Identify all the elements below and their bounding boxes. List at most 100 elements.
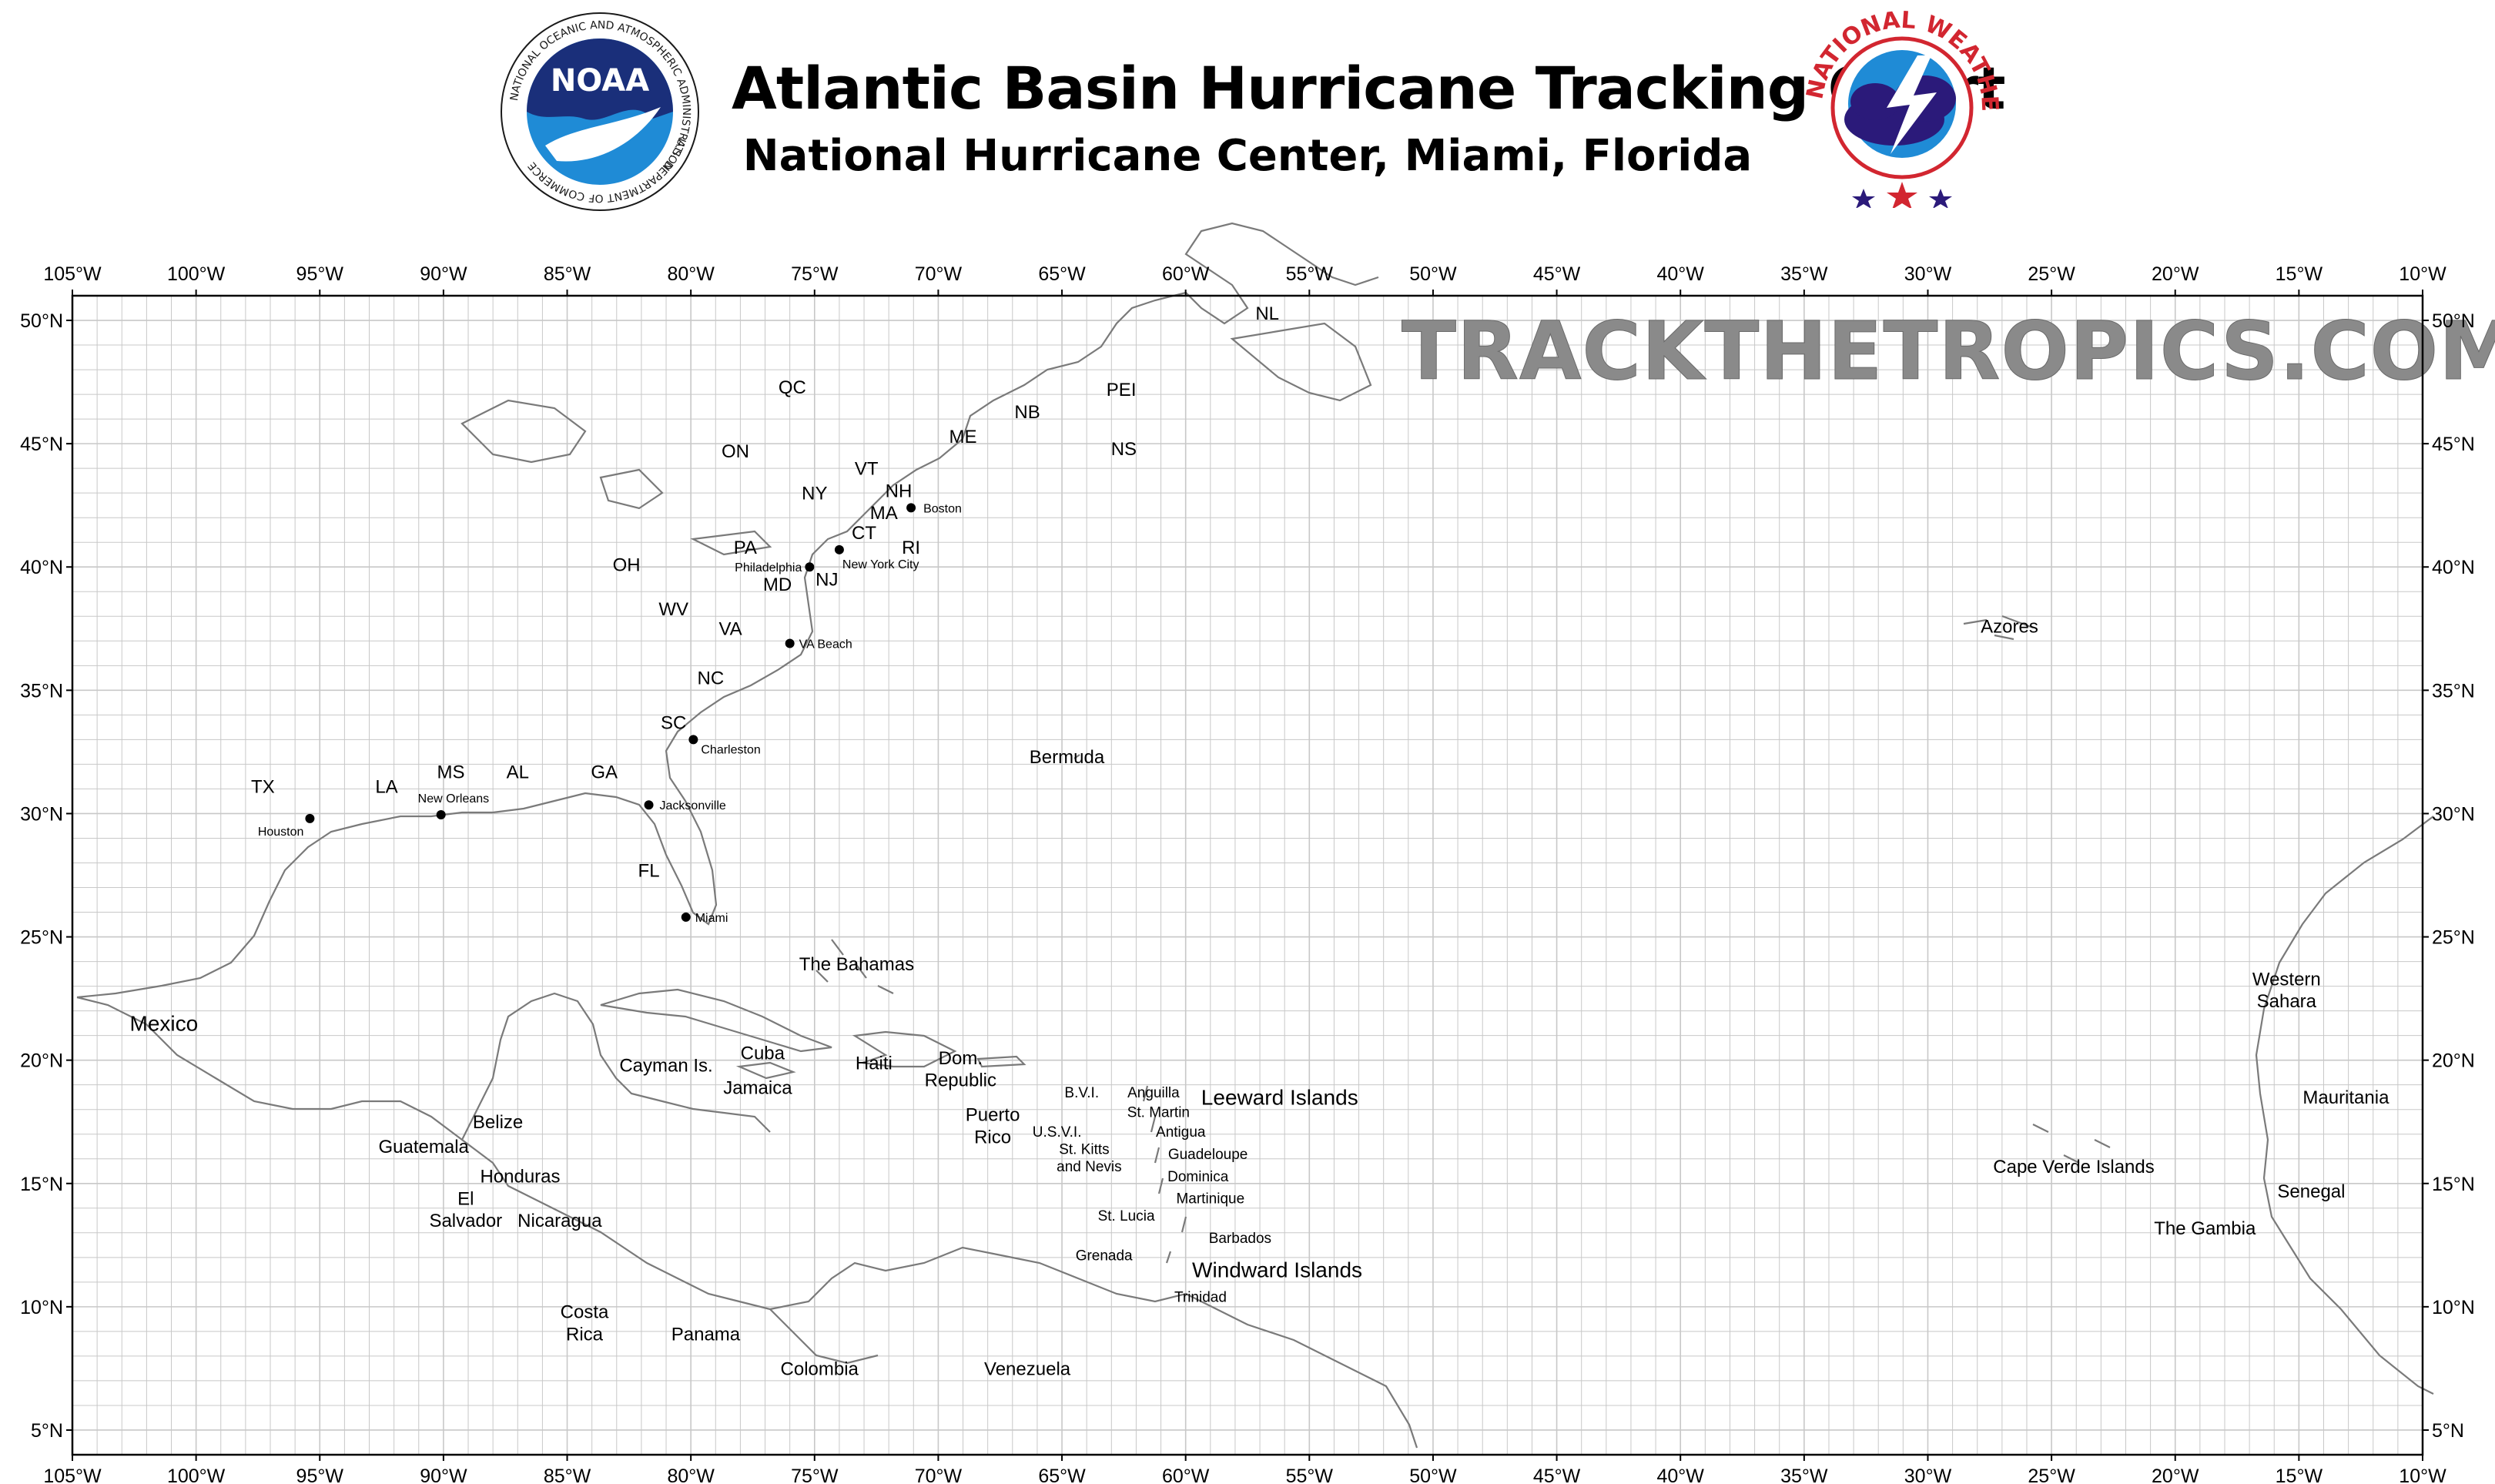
lon-tick-label-bottom: 90°W <box>420 1466 467 1484</box>
place-label: The Gambia <box>2154 1218 2256 1239</box>
lat-tick-label-right: 40°N <box>2432 557 2475 578</box>
state-label: RI <box>902 538 920 558</box>
lon-tick-label-top: 75°W <box>791 263 839 285</box>
lon-tick-label-top: 105°W <box>43 263 102 285</box>
north-america-coast <box>76 996 879 1365</box>
nws-logo-icon: NATIONAL WEATHER SERVICE <box>1802 8 2002 208</box>
lon-tick-label-bottom: 60°W <box>1162 1466 1210 1484</box>
lat-tick-label-left: 15°N <box>20 1174 63 1195</box>
lesser-antilles <box>1142 1085 1187 1264</box>
place-label: Cayman Is. <box>619 1055 712 1076</box>
lon-tick-label-top: 100°W <box>167 263 226 285</box>
state-label: GA <box>591 762 618 782</box>
jamaica-island <box>735 1061 796 1080</box>
state-label: MA <box>870 503 898 524</box>
lat-tick-label-left: 25°N <box>20 927 63 949</box>
noaa-center-text: NOAA <box>551 63 649 99</box>
island-label: Martinique <box>1176 1191 1244 1208</box>
place-label: Western <box>2252 969 2321 990</box>
island-label: Antigua <box>1156 1124 1206 1141</box>
place-label: Mauritania <box>2302 1087 2390 1108</box>
state-label: MS <box>437 762 465 782</box>
lat-lon-grid <box>72 295 2423 1456</box>
city-label: New Orleans <box>418 792 489 806</box>
place-label: Cape Verde Islands <box>1993 1157 2154 1177</box>
lat-tick-label-right: 15°N <box>2432 1174 2475 1195</box>
lat-tick-label-left: 50°N <box>20 310 63 332</box>
state-label: PEI <box>1107 380 1137 400</box>
lat-tick-label-left: 35°N <box>20 680 63 702</box>
gulf-coast <box>76 515 863 999</box>
state-label: VT <box>855 459 879 480</box>
watermark: TRACKTHETROPICS.COM <box>1402 304 2495 399</box>
city-dot <box>906 503 916 513</box>
place-label: Nicaragua <box>517 1211 602 1231</box>
lon-tick-label-bottom: 70°W <box>915 1466 963 1484</box>
lat-tick-label-right: 5°N <box>2432 1420 2464 1442</box>
lon-tick-label-bottom: 55°W <box>1286 1466 1334 1484</box>
island-label: and Nevis <box>1057 1159 1122 1175</box>
lat-tick-label-right: 45°N <box>2432 434 2475 455</box>
lon-tick-label-top: 25°W <box>2028 263 2075 285</box>
lat-tick-label-right: 25°N <box>2432 927 2475 949</box>
place-label: Rica <box>566 1324 604 1345</box>
lon-tick-label-top: 20°W <box>2152 263 2199 285</box>
city-label: Houston <box>258 826 304 839</box>
lon-tick-label-top: 10°W <box>2399 263 2446 285</box>
place-label: Honduras <box>480 1167 560 1188</box>
lon-tick-label-top: 65°W <box>1038 263 1086 285</box>
lon-tick-label-bottom: 15°W <box>2276 1466 2323 1484</box>
place-label: Republic <box>925 1070 996 1091</box>
lon-tick-label-bottom: 30°W <box>1904 1466 1952 1484</box>
lat-tick-label-right: 30°N <box>2432 803 2475 825</box>
place-label: Jamaica <box>723 1077 792 1098</box>
state-label: TX <box>251 777 275 798</box>
state-label: LA <box>375 777 397 798</box>
noaa-logo-icon: NOAA NATIONAL OCEANIC AND ATMOSPHERIC AD… <box>501 12 699 211</box>
place-label: Haiti <box>856 1053 893 1074</box>
lat-tick-label-left: 10°N <box>20 1297 63 1318</box>
city-dot <box>681 912 691 922</box>
lat-tick-label-left: 5°N <box>31 1420 63 1442</box>
watermark-text: TRACKTHETROPICS.COM <box>1402 304 2495 398</box>
cuba-island <box>600 988 832 1053</box>
lon-tick-label-top: 15°W <box>2276 263 2323 285</box>
state-label: ON <box>722 441 749 462</box>
state-label: NB <box>1014 402 1040 423</box>
state-label: OH <box>613 554 641 575</box>
city-dot <box>688 735 698 745</box>
place-label: Sahara <box>2257 991 2317 1012</box>
state-label: PA <box>734 538 757 558</box>
island-label: Dominica <box>1167 1169 1229 1185</box>
cape-verde-islands <box>2032 1124 2111 1164</box>
island-label: Guadeloupe <box>1168 1147 1248 1163</box>
state-label: NL <box>1255 303 1279 324</box>
state-label: NS <box>1111 439 1137 460</box>
place-label: Azores <box>1981 616 2038 637</box>
state-label: NH <box>886 481 913 501</box>
axes: 105°W 105°W 100°W 100°W 95°W 95°W 90°W 90°W 85°W… <box>20 263 2475 1484</box>
city-dot <box>805 562 815 572</box>
lon-tick-label-bottom: 75°W <box>791 1466 839 1484</box>
lon-tick-label-top: 85°W <box>544 263 591 285</box>
island-label: St. Kitts <box>1059 1142 1109 1158</box>
chart-header: NOAA NATIONAL OCEANIC AND ATMOSPHERIC AD… <box>0 0 2495 231</box>
place-label: Guatemala <box>378 1137 469 1157</box>
state-label: AL <box>507 762 529 782</box>
lon-tick-label-bottom: 25°W <box>2028 1466 2075 1484</box>
island-label: St. Martin <box>1127 1105 1190 1121</box>
page-subtitle: National Hurricane Center, Miami, Florid… <box>742 131 1753 181</box>
lat-tick-label-right: 20°N <box>2432 1050 2475 1072</box>
island-label: B.V.I. <box>1064 1085 1099 1101</box>
lon-tick-label-top: 80°W <box>667 263 715 285</box>
city-dot <box>834 544 844 554</box>
lon-tick-label-top: 50°W <box>1409 263 1457 285</box>
lon-tick-label-top: 40°W <box>1657 263 1705 285</box>
island-label: Grenada <box>1076 1248 1133 1264</box>
lon-tick-label-bottom: 95°W <box>296 1466 344 1484</box>
city-label: Jacksonville <box>660 799 726 812</box>
lon-tick-label-top: 30°W <box>1904 263 1952 285</box>
island-label: U.S.V.I. <box>1033 1124 1082 1141</box>
